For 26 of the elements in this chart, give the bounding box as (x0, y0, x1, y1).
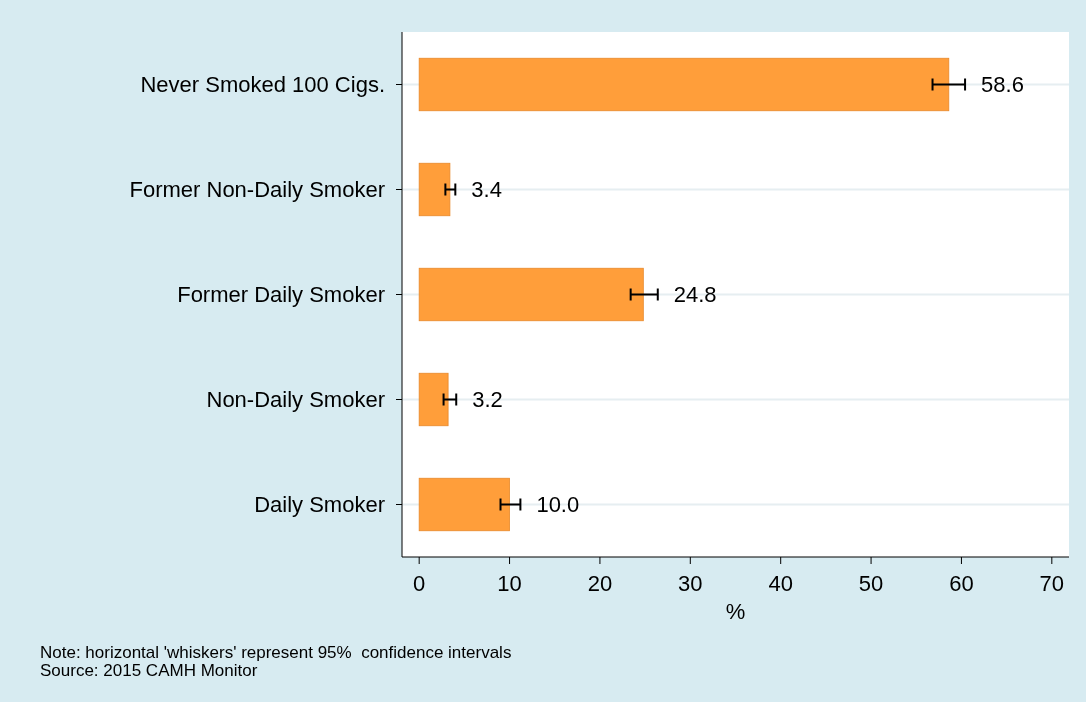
bar (418, 162, 451, 217)
x-tick-label: 20 (587, 571, 613, 596)
x-tick-label: 70 (1039, 571, 1065, 596)
x-axis-title: % (725, 599, 746, 624)
data-label: 10.0 (536, 492, 580, 518)
x-tick-label: 30 (678, 571, 703, 596)
bar (418, 57, 950, 112)
y-tick-label: Non-Daily Smoker (206, 387, 385, 413)
data-label: 24.8 (673, 282, 717, 308)
bar (418, 267, 644, 322)
bar (418, 372, 449, 427)
x-tick-label: 50 (858, 571, 884, 596)
y-tick-label: Never Smoked 100 Cigs. (140, 72, 385, 98)
bar (418, 477, 510, 532)
y-tick-label: Daily Smoker (254, 492, 385, 518)
data-label: 58.6 (981, 72, 1024, 98)
data-label: 3.4 (471, 177, 502, 203)
text: Note: horizontal 'whiskers' represent 95% confidence intervals (40, 643, 512, 662)
data-label: 3.2 (472, 387, 503, 413)
source-note: Source: 2015 CAMH Monitor (40, 661, 258, 680)
x-tick-label: 40 (768, 571, 793, 596)
x-tick-label: 0 (413, 571, 426, 596)
y-tick-label: Former Daily Smoker (177, 282, 385, 308)
x-tick-label: 10 (497, 571, 522, 596)
y-tick-label: Former Non-Daily Smoker (129, 177, 385, 203)
x-tick-label: 60 (949, 571, 974, 596)
